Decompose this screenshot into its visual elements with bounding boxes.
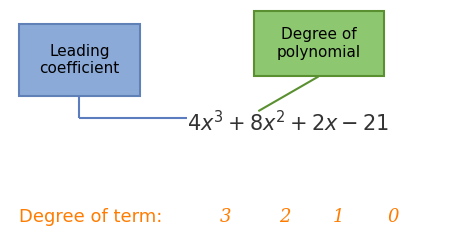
- Text: 3: 3: [219, 208, 231, 227]
- Text: $4x^3 + 8x^2 + 2x - 21$: $4x^3 + 8x^2 + 2x - 21$: [187, 110, 390, 136]
- Text: 1: 1: [333, 208, 345, 227]
- Text: 2: 2: [279, 208, 290, 227]
- FancyBboxPatch shape: [254, 11, 384, 76]
- Text: Leading
coefficient: Leading coefficient: [39, 43, 119, 76]
- FancyBboxPatch shape: [19, 24, 140, 96]
- Text: Degree of
polynomial: Degree of polynomial: [277, 27, 361, 60]
- Text: 0: 0: [388, 208, 399, 227]
- Text: Degree of term:: Degree of term:: [19, 208, 162, 227]
